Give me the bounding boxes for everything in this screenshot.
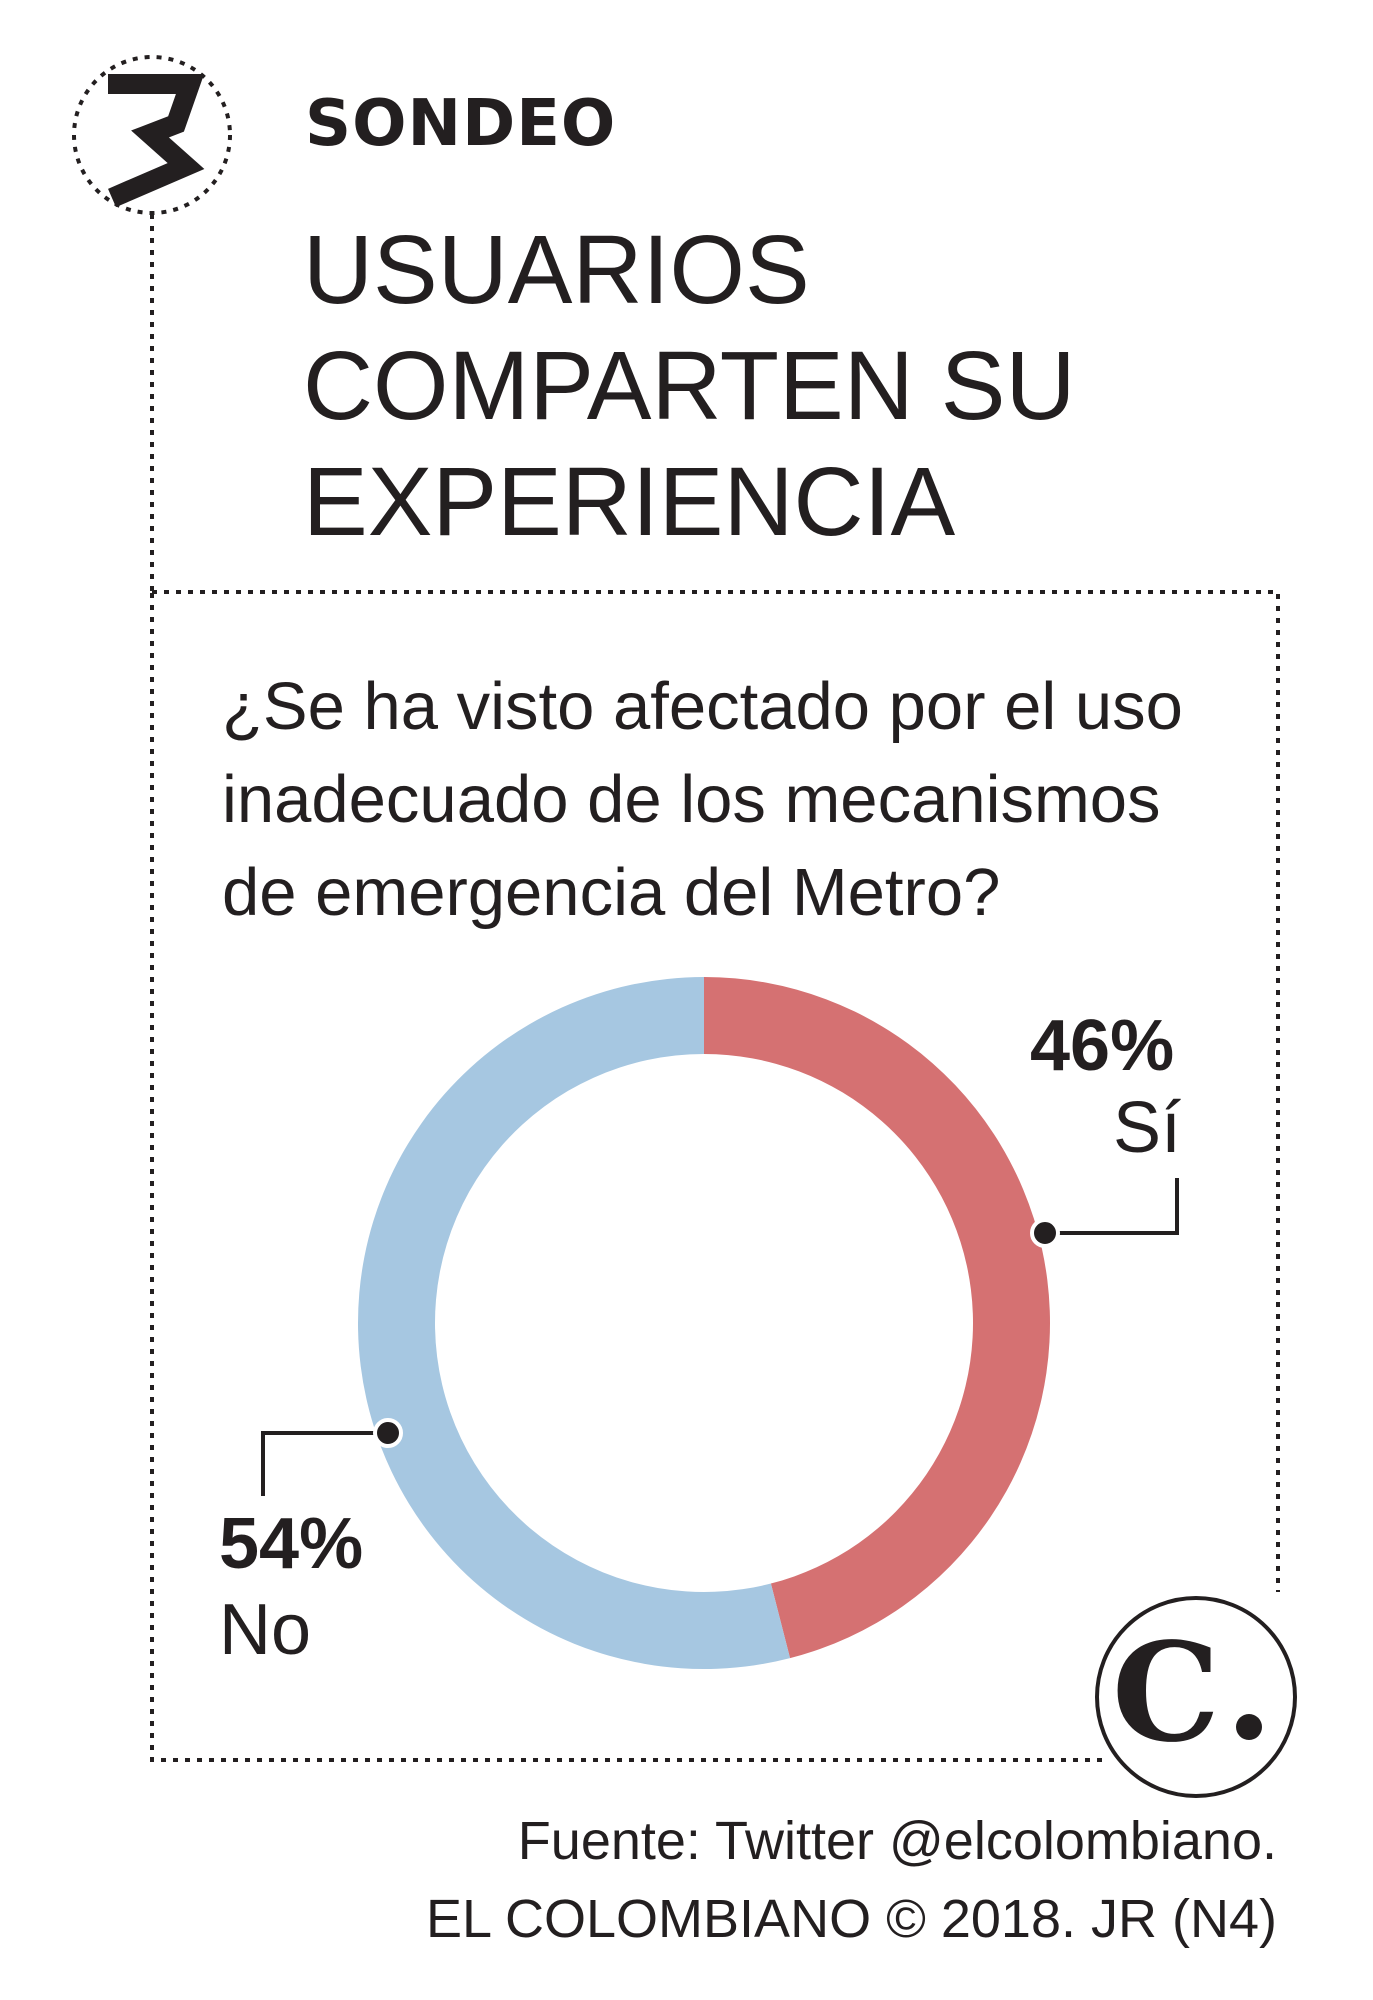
question-line: de emergencia del Metro?	[222, 855, 1001, 930]
donut-chart	[357, 977, 1050, 1669]
donut-slice-no	[357, 977, 791, 1669]
leader-dot-no	[373, 1418, 403, 1448]
section-badge-ring	[72, 55, 232, 215]
category-label-si: Sí	[1113, 1088, 1182, 1168]
headline-line: EXPERIENCIA	[303, 447, 956, 556]
headline-line: COMPARTEN SU	[303, 331, 1076, 440]
donut-slice-si	[704, 977, 1050, 1659]
question-line: inadecuado de los mecanismos	[222, 762, 1161, 837]
category-label-no: No	[219, 1590, 312, 1670]
section-number-glyph	[108, 74, 205, 208]
credit-line: EL COLOMBIANO © 2018. JR (N4)	[425, 1889, 1277, 1949]
logo-dot	[1236, 1714, 1262, 1740]
leader-no	[261, 1418, 403, 1496]
survey-question: ¿Se ha visto afectado por el uso inadecu…	[222, 660, 1282, 939]
source-credit: Fuente: Twitter @elcolombiano. EL COLOMB…	[426, 1802, 1277, 1958]
logo-letter: C	[1112, 1613, 1220, 1773]
el-colombiano-logo: C	[1095, 1596, 1297, 1798]
section-kicker: SONDEO	[305, 87, 617, 161]
headline: USUARIOS COMPARTEN SU EXPERIENCIA	[303, 212, 1203, 560]
headline-line: USUARIOS	[303, 215, 810, 324]
leader-dot-si	[1030, 1218, 1060, 1248]
source-line: Fuente: Twitter @elcolombiano.	[517, 1811, 1277, 1871]
leader-si	[1030, 1178, 1179, 1248]
frame-border	[150, 590, 1280, 1762]
value-label-no: 54%	[219, 1504, 364, 1584]
value-label-si: 46%	[1030, 1006, 1175, 1086]
question-line: ¿Se ha visto afectado por el uso	[222, 669, 1183, 744]
